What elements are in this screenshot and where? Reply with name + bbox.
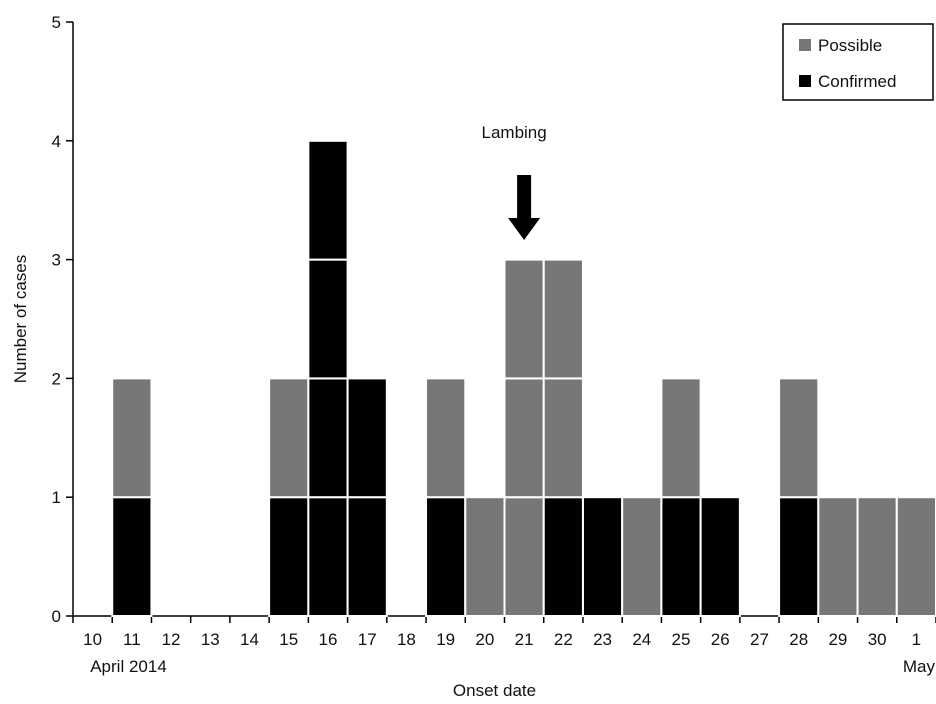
bar-cell-possible <box>542 377 584 499</box>
x-tick-label: 12 <box>162 630 181 649</box>
bar-cell-confirmed <box>346 496 388 618</box>
bar-cell-possible <box>268 377 310 499</box>
bar-cell-possible <box>778 377 820 499</box>
bar-cell-confirmed <box>268 496 310 618</box>
x-tick-label: 28 <box>789 630 808 649</box>
bar-cell-confirmed <box>699 496 741 618</box>
month-label: April 2014 <box>90 657 167 676</box>
x-tick-label: 18 <box>397 630 416 649</box>
x-tick-label: 14 <box>240 630 259 649</box>
bar-cell-confirmed <box>581 496 624 618</box>
x-tick-label: 29 <box>828 630 847 649</box>
legend-box <box>782 23 934 101</box>
bar-cell-confirmed <box>307 496 349 618</box>
bar-cell-confirmed <box>111 496 153 618</box>
bar-cell-possible <box>464 496 506 618</box>
bar-cell-possible <box>503 258 545 380</box>
bar-cell-possible <box>503 496 545 618</box>
bar-cell-confirmed <box>778 496 820 618</box>
month-label: May <box>903 657 936 676</box>
y-tick-label: 5 <box>52 13 61 32</box>
x-tick-label: 30 <box>868 630 887 649</box>
y-tick-label: 2 <box>52 369 61 388</box>
bar-cell-possible <box>111 377 153 499</box>
bar-cell-possible <box>817 496 859 618</box>
bar-cell-possible <box>856 496 898 618</box>
x-tick-label: 21 <box>515 630 534 649</box>
x-tick-label: 1 <box>912 630 921 649</box>
x-tick-label: 19 <box>436 630 455 649</box>
bar-cell-confirmed <box>346 377 388 499</box>
x-tick-label: 27 <box>750 630 769 649</box>
bar-cell-possible <box>542 258 584 380</box>
annotation-label: Lambing <box>482 123 547 142</box>
y-tick-label: 3 <box>52 251 61 270</box>
x-axis-label: Onset date <box>453 681 536 699</box>
bar-cell-possible <box>895 496 936 618</box>
bar-cell-possible <box>503 377 545 499</box>
bar-cell-confirmed <box>307 139 349 261</box>
x-tick-label: 26 <box>711 630 730 649</box>
x-tick-label: 25 <box>672 630 691 649</box>
legend-label-confirmed: Confirmed <box>818 72 896 91</box>
y-tick-label: 0 <box>52 607 61 626</box>
x-tick-label: 23 <box>593 630 612 649</box>
bar-cell-confirmed <box>660 496 702 618</box>
x-tick-label: 13 <box>201 630 220 649</box>
y-axis-label: Number of cases <box>11 255 30 384</box>
legend-swatch-possible <box>799 39 811 51</box>
x-tick-label: 10 <box>83 630 102 649</box>
x-tick-label: 16 <box>319 630 338 649</box>
y-tick-label: 4 <box>52 132 61 151</box>
x-tick-label: 17 <box>358 630 377 649</box>
legend-swatch-confirmed <box>799 75 811 87</box>
x-tick-label: 20 <box>475 630 494 649</box>
x-tick-label: 22 <box>554 630 573 649</box>
y-tick-label: 1 <box>52 488 61 507</box>
bar-cell-confirmed <box>307 258 349 380</box>
bar-cell-possible <box>660 377 702 499</box>
bar-cell-confirmed <box>542 496 584 618</box>
x-tick-label: 15 <box>279 630 298 649</box>
bar-cell-possible <box>621 496 663 618</box>
legend-label-possible: Possible <box>818 36 882 55</box>
bar-cell-confirmed <box>425 496 467 618</box>
x-tick-label: 11 <box>123 630 141 649</box>
x-tick-label: 24 <box>632 630 651 649</box>
lambing-arrow-icon <box>508 175 541 240</box>
bar-cell-confirmed <box>307 377 349 499</box>
bar-cell-possible <box>425 377 467 499</box>
